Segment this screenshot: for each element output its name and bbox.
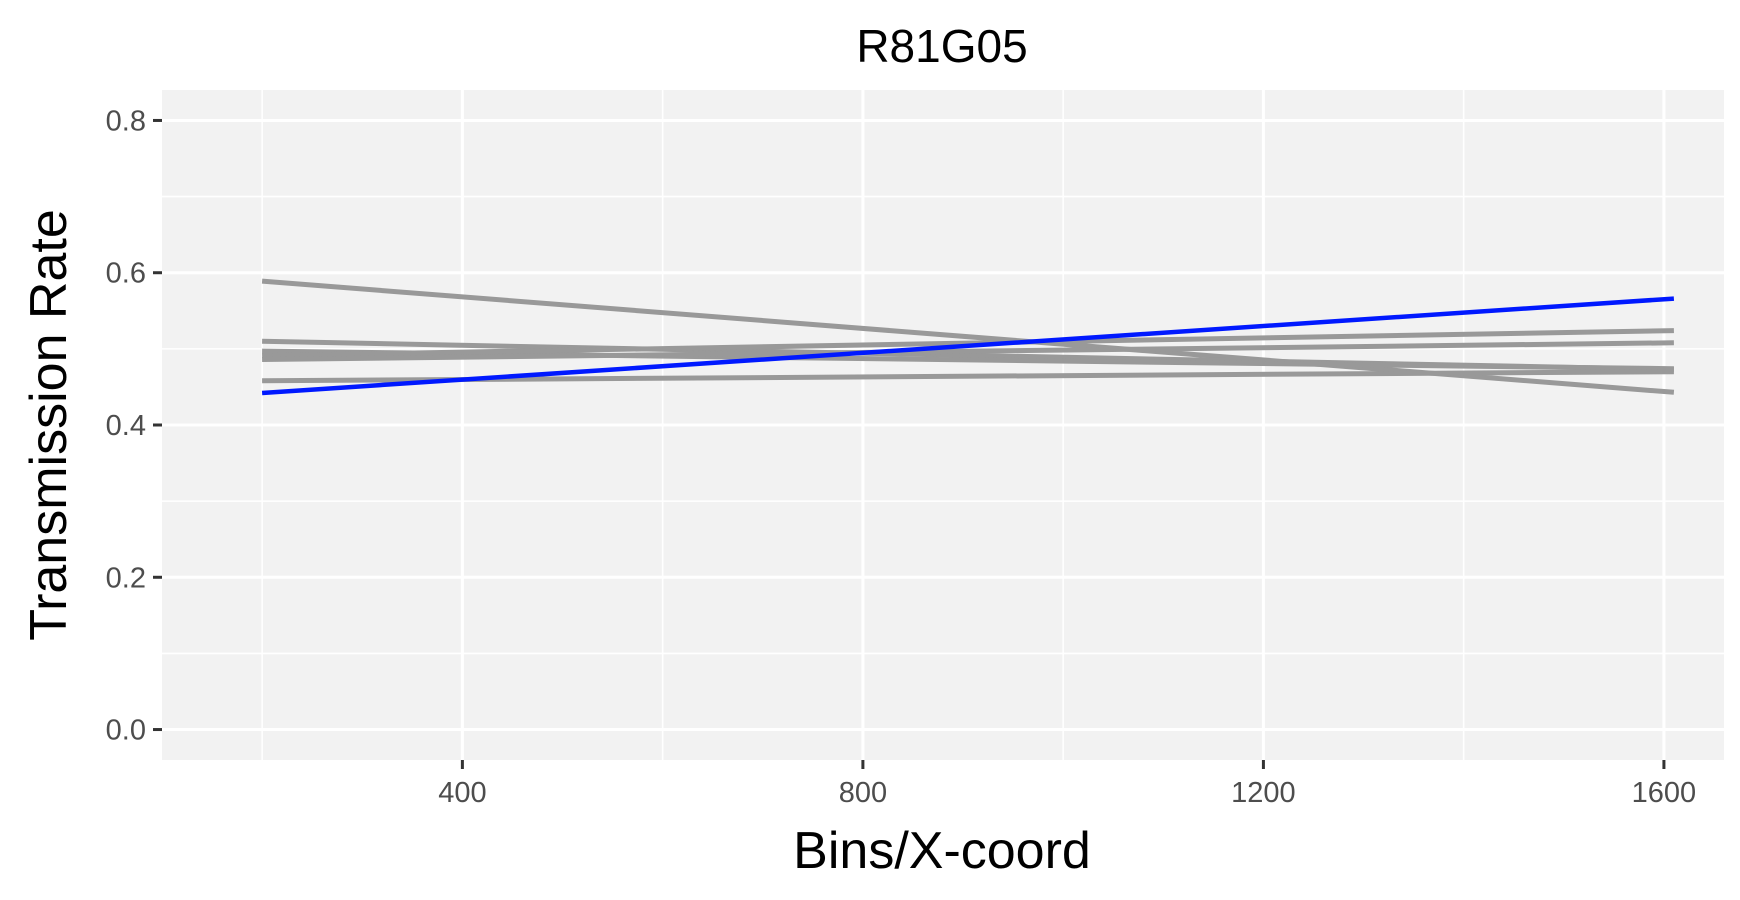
x-tick-label: 800 <box>839 777 887 809</box>
chart-title: R81G05 <box>856 20 1027 72</box>
x-tick-label: 1200 <box>1231 777 1296 809</box>
y-axis-title: Transmission Rate <box>20 209 78 641</box>
y-tick-label: 0.4 <box>106 410 146 442</box>
x-axis-title: Bins/X-coord <box>793 822 1091 880</box>
y-tick-label: 0.8 <box>106 105 146 137</box>
series-line-5 <box>262 340 1674 362</box>
x-axis: 400 800 1200 1600 <box>438 760 1696 809</box>
y-tick-label: 0.0 <box>106 715 146 747</box>
x-tick-label: 1600 <box>1632 777 1697 809</box>
highlighted-series-line <box>261 296 1675 396</box>
y-tick-label: 0.2 <box>106 562 146 594</box>
x-tick-label: 400 <box>438 777 486 809</box>
y-tick-label: 0.6 <box>106 258 146 290</box>
y-axis: 0.0 0.2 0.4 0.6 0.8 <box>106 105 162 747</box>
major-gridlines <box>162 90 1724 760</box>
series-line-4 <box>262 328 1674 359</box>
series-line-3 <box>262 348 1674 372</box>
series-lines <box>261 278 1675 396</box>
